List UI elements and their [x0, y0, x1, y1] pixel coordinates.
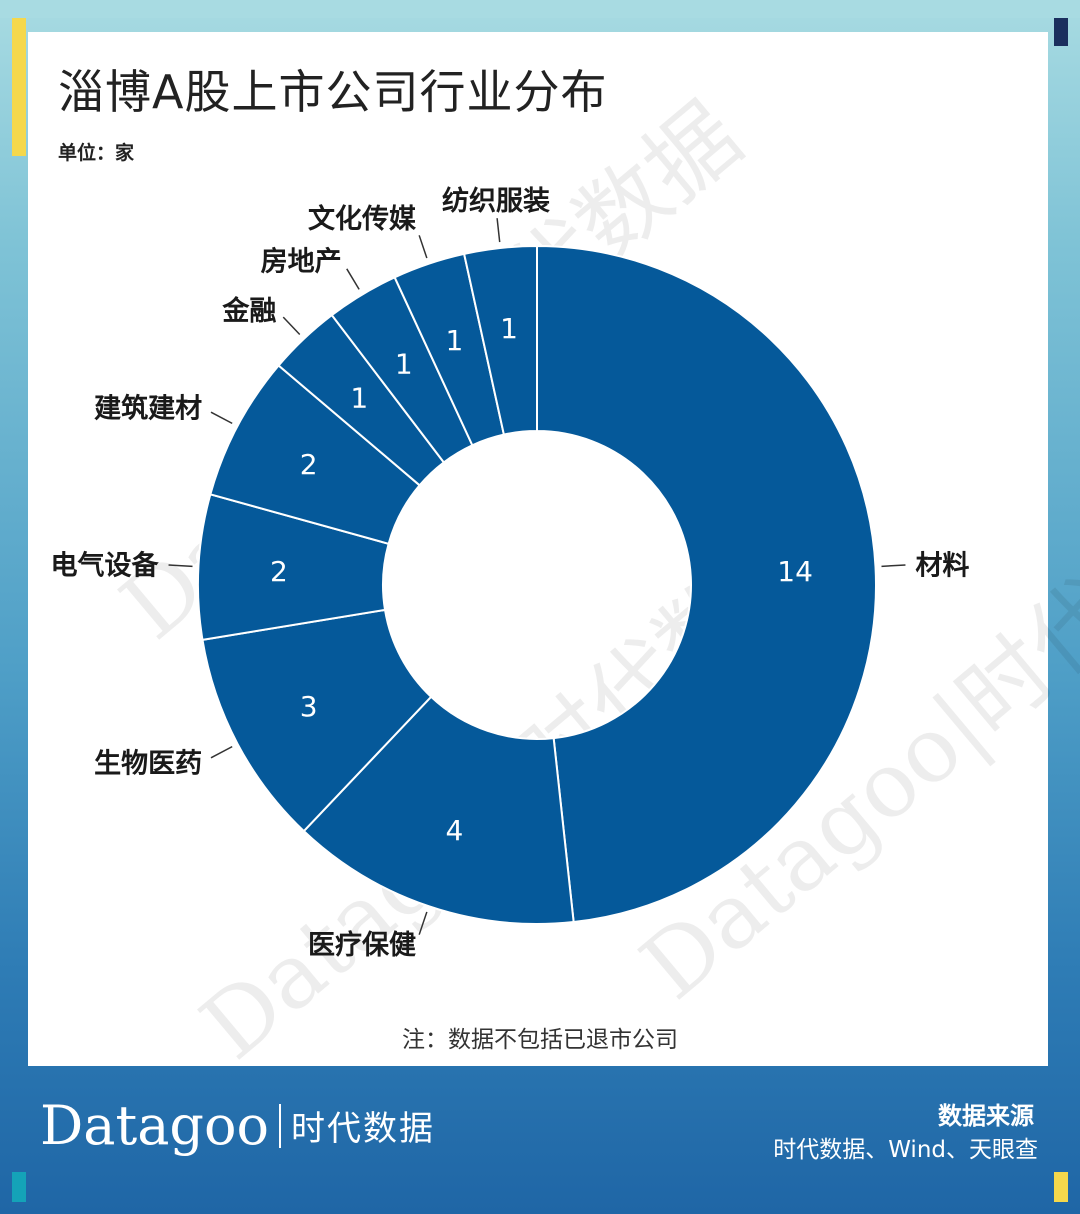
slice-value-label: 1: [446, 324, 464, 357]
leader-line: [881, 564, 906, 568]
slice-category-label: 房地产: [261, 246, 342, 277]
source-title: 数据来源: [938, 1102, 1034, 1130]
donut-slice: [462, 244, 538, 436]
donut-slice: [536, 244, 877, 924]
accent-bar-yellow: [12, 18, 26, 156]
leader-line: [346, 268, 360, 290]
leader-line: [168, 564, 193, 568]
leader-line: [210, 411, 233, 425]
leader-line: [282, 316, 301, 336]
slice-category-label: 金融: [221, 295, 276, 327]
leader-line: [210, 745, 233, 759]
brand-logo: Datagoo 时代数据: [40, 1094, 435, 1157]
accent-bar-teal: [12, 1172, 26, 1202]
slice-value-label: 2: [300, 448, 318, 481]
slice-category-label: 生物医药: [94, 749, 202, 780]
slice-category-label: 材料: [915, 550, 969, 581]
slice-category-label: 医疗保健: [308, 929, 416, 961]
slice-value-label: 3: [300, 690, 318, 723]
slice-category-label: 纺织服装: [442, 185, 550, 217]
slice-value-label: 1: [350, 381, 368, 414]
top-strip: [0, 0, 1080, 18]
chart-note: 注：数据不包括已退市公司: [402, 1027, 678, 1053]
leader-line: [418, 911, 428, 935]
slice-value-label: 1: [395, 348, 413, 381]
brand-name-en: Datagoo: [40, 1094, 269, 1157]
slice-value-label: 14: [777, 555, 813, 588]
donut-slice: [201, 608, 433, 833]
unit-label: 单位：家: [58, 142, 135, 164]
leader-line: [496, 218, 501, 243]
chart-title: 淄博A股上市公司行业分布: [58, 65, 608, 119]
slice-value-label: 1: [500, 312, 518, 345]
slice-category-label: 建筑建材: [94, 392, 202, 424]
source-text: 时代数据、Wind、天眼查: [773, 1137, 1038, 1163]
brand-separator: [278, 1103, 281, 1148]
leader-line: [418, 235, 428, 259]
accent-bar-navy: [1054, 18, 1068, 46]
slice-value-label: 4: [446, 814, 464, 847]
accent-bar-yellow-bottom: [1054, 1172, 1068, 1202]
brand-name-cn: 时代数据: [290, 1109, 435, 1149]
slice-category-label: 文化传媒: [308, 203, 417, 235]
slice-category-label: 电气设备: [51, 550, 160, 581]
slice-value-label: 2: [270, 555, 288, 588]
donut-slice: [302, 695, 575, 925]
